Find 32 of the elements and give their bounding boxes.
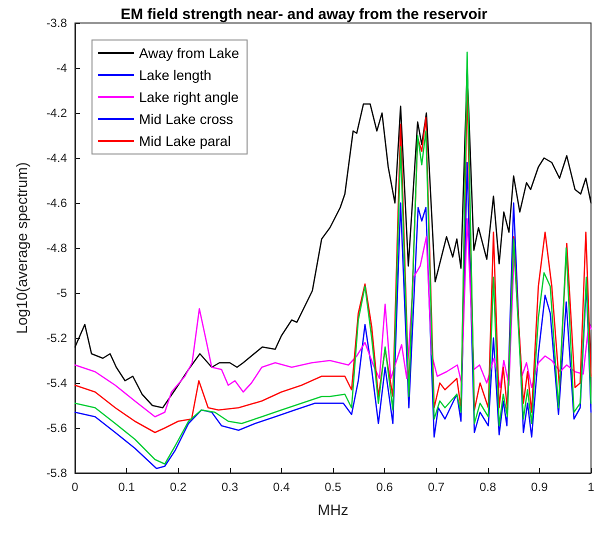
y-tick-label: -4.2 [46, 106, 68, 120]
y-tick-label: -5.2 [46, 331, 68, 345]
x-tick-label: 0.9 [531, 480, 548, 494]
x-tick-label: 1 [588, 480, 595, 494]
legend-label: Mid Lake paral [139, 133, 231, 149]
x-tick-label: 0.4 [273, 480, 290, 494]
legend-label: Lake length [139, 67, 212, 83]
y-tick-label: -5.8 [46, 466, 68, 480]
x-tick-label: 0 [72, 480, 79, 494]
y-tick-label: -4.4 [46, 151, 68, 165]
x-tick-label: 0.5 [324, 480, 342, 494]
line-series [74, 162, 592, 470]
y-tick-label: -4.6 [46, 196, 68, 210]
legend-label: Away from Lake [139, 45, 240, 61]
y-tick-label: -5.6 [46, 421, 68, 435]
y-tick-label: -4.8 [46, 241, 68, 255]
y-tick-label: -5.4 [46, 376, 68, 390]
y-tick-label: -4 [56, 61, 68, 75]
x-tick-label: 0.6 [376, 480, 394, 494]
y-tick-label: -5 [56, 286, 68, 300]
x-axis-title: MHz [318, 502, 348, 519]
x-tick-label: 0.2 [170, 480, 187, 494]
x-tick-label: 0.8 [479, 480, 496, 494]
x-tick-label: 0.1 [118, 480, 136, 494]
x-tick-label: 0.3 [221, 480, 238, 494]
line-series [74, 218, 592, 418]
x-tick-label: 0.7 [428, 480, 445, 494]
legend-label: Lake right angle [139, 89, 239, 105]
y-axis-title: Log10(average spectrum) [14, 162, 31, 334]
chart-title: EM field strength near- and away from the reservoir [120, 6, 488, 23]
y-tick-label: -3.8 [46, 16, 68, 30]
legend-label: Mid Lake cross [139, 111, 234, 127]
